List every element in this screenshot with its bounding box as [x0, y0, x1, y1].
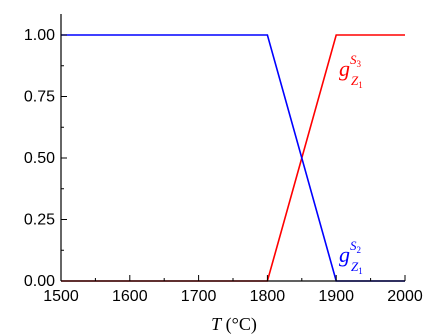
x-tick-label-2: 1700: [181, 288, 217, 305]
y-tick-label-2: 0.50: [24, 150, 55, 167]
x-tick-label-5: 2000: [387, 288, 423, 305]
y-tick-label-1: 0.25: [24, 212, 55, 229]
axes-layer: 1500 1600 1700 1800 1900 2000 0.00 0.25 0.50 0.75…: [24, 14, 423, 305]
x-tick-label-4: 1900: [318, 288, 354, 305]
y-tick-label-4: 1.00: [24, 27, 55, 44]
y-tick-label-0: 0.00: [24, 273, 55, 290]
x-tick-label-3: 1800: [250, 288, 286, 305]
series-label-s2: gS2: [339, 238, 361, 267]
x-tick-label-0: 1500: [43, 288, 79, 305]
x-tick-label-1: 1600: [112, 288, 148, 305]
series-label-s3: gS3: [339, 52, 362, 81]
series-label-s2-sub: Z1: [351, 259, 363, 276]
series-label-s3-sub: Z1: [351, 73, 363, 90]
y-tick-label-3: 0.75: [24, 89, 55, 106]
x-axis-label: T (°C): [211, 314, 257, 335]
